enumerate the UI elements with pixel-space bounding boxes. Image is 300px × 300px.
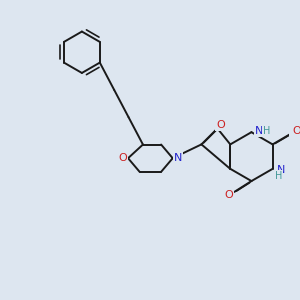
Text: N: N xyxy=(255,126,264,136)
Text: O: O xyxy=(118,153,127,163)
Text: O: O xyxy=(292,126,300,136)
Text: O: O xyxy=(216,120,225,130)
Text: H: H xyxy=(275,171,283,181)
Text: O: O xyxy=(225,190,233,200)
Text: H: H xyxy=(263,126,270,136)
Text: N: N xyxy=(277,165,285,175)
Text: N: N xyxy=(174,153,182,163)
